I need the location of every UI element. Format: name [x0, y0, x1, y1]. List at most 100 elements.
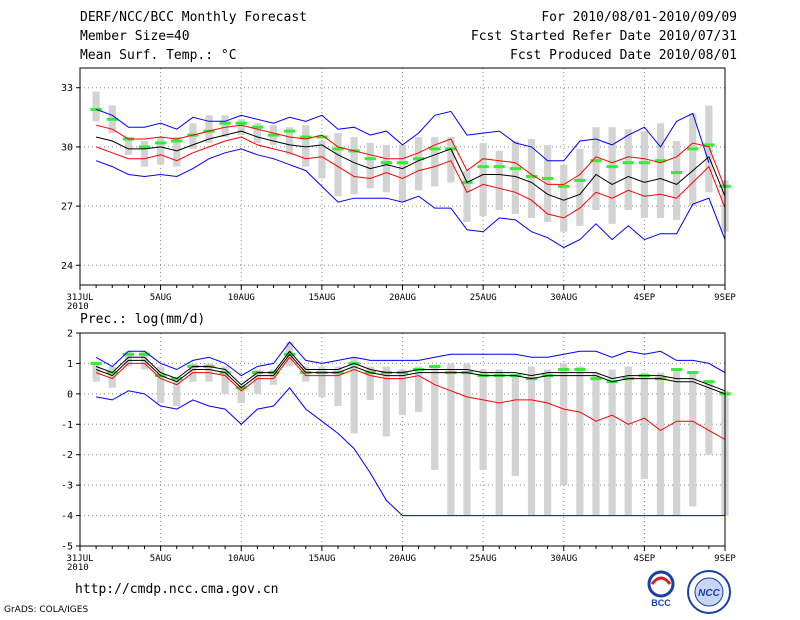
prec-spread-bar [237, 384, 245, 403]
temp-xtick-label: 25AUG [470, 293, 497, 303]
temp-ensemble-marker [606, 165, 618, 169]
temp-ensemble-marker [429, 147, 441, 151]
temp-ensemble-marker [525, 175, 538, 178]
prec-ytick-label: -2 [61, 450, 73, 461]
prec-spread-bar [334, 366, 342, 407]
temp-series-lower [95, 148, 726, 249]
temp-spread-bar [205, 115, 213, 143]
prec-xtick-label: 9SEP [714, 554, 736, 564]
temp-spread-bar [479, 142, 487, 216]
temp-ensemble-marker [171, 139, 183, 143]
temp-spread-bar [624, 129, 632, 211]
prec-spread-bar [382, 366, 391, 437]
member-size: Member Size=40 [80, 29, 190, 44]
prec-spread-bar [108, 366, 116, 388]
temp-spread-bar [350, 137, 358, 195]
temp-spread-bar [689, 113, 697, 207]
prec-spread-bar [511, 375, 520, 477]
temp-spread-bar [140, 140, 149, 167]
temp-spread-bar [237, 119, 245, 136]
prec-spread-bar [479, 369, 487, 470]
prec-series-lo [95, 356, 726, 440]
temp-spread-bar [92, 91, 100, 122]
temp-spread-bar [705, 105, 713, 193]
temp-ensemble-marker [703, 143, 715, 147]
temp-xtick-label: 9SEP [714, 293, 736, 303]
temp-spread-bar [463, 170, 471, 222]
prec-ensemble-marker [574, 368, 586, 372]
prec-spread-bar [624, 366, 632, 516]
temp-ensemble-marker [235, 121, 247, 125]
temp-ytick-label: 33 [61, 83, 73, 94]
temp-xtick-label: 31JUL [66, 293, 93, 303]
ncc-ring-icon [687, 570, 731, 614]
prec-xtick-label: 30AUG [550, 554, 577, 564]
temp-xtick-label: 4SEP [634, 293, 656, 303]
prec-xtick-label: 15AUG [308, 554, 335, 564]
prec-series-mean [95, 353, 726, 395]
temp-ytick-label: 27 [61, 202, 73, 213]
temp-spread-bar [173, 137, 181, 167]
prec-ytick-label: 1 [67, 359, 73, 370]
temp-ensemble-marker [654, 159, 667, 163]
prec-ytick-label: -5 [61, 542, 73, 553]
prec-spread-bar [414, 366, 423, 413]
temp-ensemble-marker [541, 176, 554, 180]
temp-spread-bar [543, 144, 552, 222]
temp-spread-bar [640, 131, 649, 218]
prec-ytick-label: 2 [67, 329, 73, 340]
temp-spread-bar [366, 142, 374, 189]
prec-series-lower [96, 387, 725, 517]
temp-spread-bar [431, 137, 439, 187]
temp-xtick-year: 2010 [67, 302, 89, 312]
prec-spread-bar [253, 369, 262, 394]
source-url[interactable]: http://cmdp.ncc.cma.gov.cn [75, 582, 279, 597]
temp-spread-bar [560, 164, 568, 232]
prec-xtick-label: 10AUG [228, 554, 255, 564]
temp-spread-bar [253, 123, 262, 143]
prec-spread-bar [156, 366, 165, 403]
temp-ensemble-marker [687, 147, 699, 151]
temp-ytick-label: 24 [61, 261, 73, 272]
prec-ensemble-marker [429, 364, 441, 368]
temp-spread-bar [221, 115, 229, 138]
temp-spread-bar [156, 137, 165, 165]
temp-spread-bar [447, 137, 455, 183]
temp-spread-bar [592, 127, 600, 211]
prec-spread-bar [124, 351, 133, 367]
prec-spread-bar [350, 357, 358, 434]
temp-spread-bar [124, 137, 133, 155]
temp-ensemble-marker [251, 125, 264, 129]
temp-ensemble-marker [509, 167, 522, 171]
bcc-logo-text: BCC [651, 598, 671, 608]
forecast-period: For 2010/08/01-2010/09/09 [541, 10, 737, 25]
prec-xtick-label: 4SEP [634, 554, 656, 564]
temp-spread-bar [495, 150, 503, 211]
prec-ensemble-marker [687, 371, 699, 375]
temp-spread-bar [527, 139, 536, 218]
temp-ensemble-marker [154, 141, 167, 145]
prec-spread-bar [608, 369, 616, 516]
temp-spread-bar [398, 144, 407, 203]
prec-spread-bar [689, 372, 697, 507]
prec-xtick-label: 25AUG [470, 554, 497, 564]
prec-ytick-label: -1 [61, 420, 73, 431]
prec-ytick-label: 0 [67, 389, 73, 400]
temp-spread-bar [576, 148, 584, 226]
temp-spread-bar [656, 123, 665, 218]
prec-ensemble-marker [670, 368, 683, 372]
ncc-logo: NCC [685, 568, 733, 620]
prec-ensemble-marker [138, 352, 151, 356]
temp-ensemble-marker [558, 184, 570, 188]
prec-title: Prec.: log(mm/d) [80, 312, 205, 327]
temp-ensemble-marker [477, 165, 489, 169]
prec-spread-bar [366, 366, 374, 400]
prec-spread-bar [705, 381, 713, 455]
prec-xtick-label: 20AUG [389, 554, 416, 564]
temp-series-hi [95, 124, 726, 189]
title: DERF/NCC/BCC Monthly Forecast [80, 10, 307, 25]
prec-spread-bar [576, 366, 584, 516]
temp-ensemble-marker [670, 171, 683, 175]
prec-ensemble-marker [90, 361, 102, 365]
prec-spread-bar [560, 363, 568, 486]
